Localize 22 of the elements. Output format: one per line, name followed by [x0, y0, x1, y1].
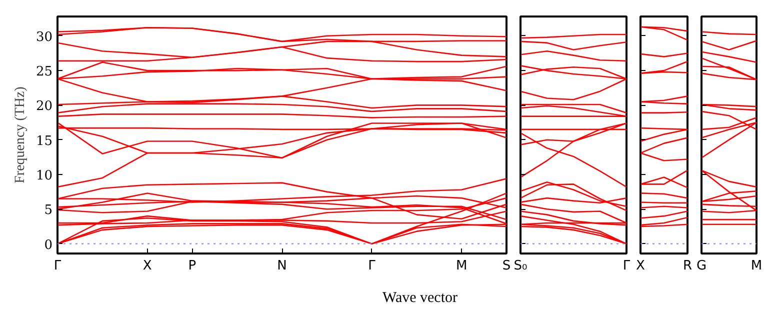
- x-tick-label: S₀: [514, 258, 528, 274]
- x-tick-label: S: [502, 258, 511, 274]
- x-tick-label: Γ: [54, 258, 62, 274]
- x-tick-label: N: [277, 258, 287, 274]
- y-tick-label: 5: [44, 203, 53, 218]
- x-tick-label: R: [682, 258, 692, 274]
- x-tick-label: M: [750, 258, 762, 274]
- x-tick-label: X: [636, 258, 646, 274]
- y-tick-label: 15: [36, 134, 53, 149]
- y-axis-title: Frequency (THz): [12, 86, 28, 184]
- y-tick-label: 25: [36, 64, 53, 80]
- x-tick-label: Γ: [368, 258, 376, 274]
- x-tick-label: X: [142, 258, 152, 274]
- x-axis-title: Wave vector: [382, 289, 458, 308]
- y-tick-label: 10: [36, 168, 53, 184]
- x-tick-label: P: [188, 258, 196, 274]
- y-tick-label: 0: [44, 238, 53, 253]
- x-tick-label: G: [696, 258, 707, 274]
- y-tick-label: 20: [36, 99, 53, 114]
- x-tick-label: Γ: [622, 258, 631, 274]
- x-tick-label: M: [456, 258, 468, 274]
- y-tick-label: 30: [36, 30, 53, 45]
